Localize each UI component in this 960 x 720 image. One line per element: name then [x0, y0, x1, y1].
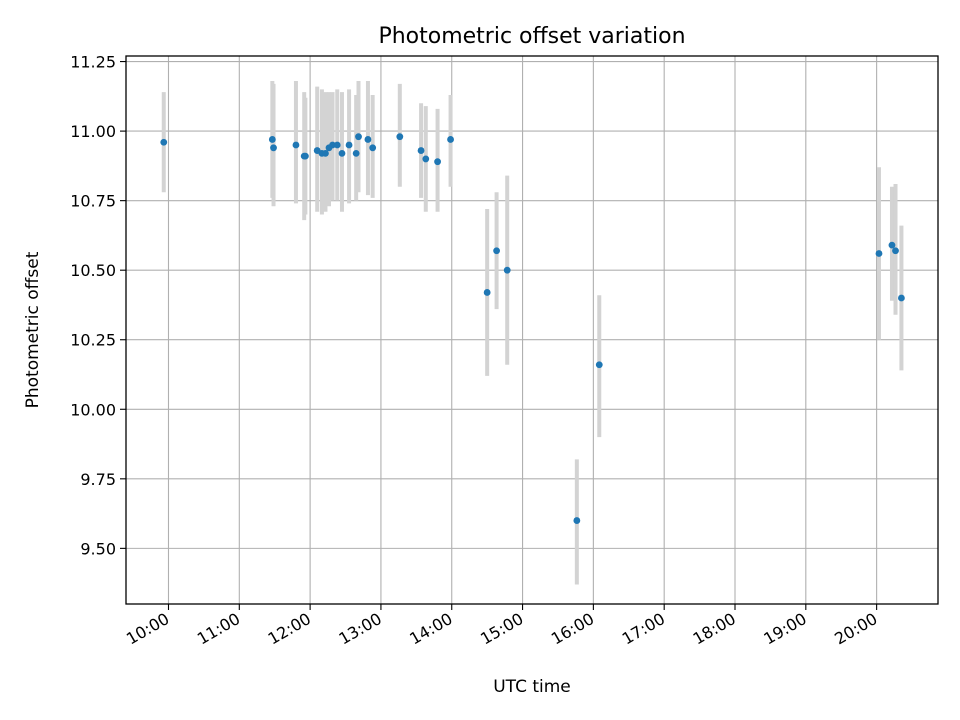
- data-point: [160, 138, 168, 146]
- data-point: [292, 141, 300, 149]
- data-point: [434, 158, 441, 166]
- data-point: [364, 136, 372, 143]
- plot-frame: [125, 55, 939, 605]
- y-tick-label: 10.50: [70, 261, 116, 280]
- x-axis-label: UTC time: [493, 677, 571, 697]
- data-point: [503, 266, 511, 274]
- y-tick-label: 9.75: [80, 470, 116, 489]
- y-axis-label: Photometric offset: [23, 251, 43, 408]
- y-tick-label: 10.75: [70, 192, 116, 211]
- data-point: [573, 517, 581, 524]
- data-point: [483, 289, 491, 296]
- data-point: [875, 250, 883, 257]
- data-point: [892, 247, 899, 255]
- data-point: [493, 247, 500, 255]
- data-point: [345, 141, 353, 149]
- data-point: [270, 144, 277, 152]
- data-point: [422, 155, 430, 163]
- data-point: [888, 241, 896, 249]
- gridlines: [126, 56, 938, 604]
- data-point: [417, 147, 425, 154]
- y-axis-ticks: 9.50 9.75 10.00 10.25 10.50 10.75 11.00 11.25: [70, 53, 126, 558]
- data-point: [322, 149, 329, 157]
- data-point: [595, 361, 603, 369]
- y-tick-label: 10.00: [70, 400, 116, 419]
- data-point: [329, 141, 336, 149]
- data-point: [268, 136, 276, 143]
- data-point: [333, 141, 341, 149]
- y-tick-label: 11.00: [70, 122, 116, 141]
- data-point: [355, 133, 362, 141]
- chart-title: Photometric offset variation: [378, 24, 685, 49]
- data-point: [338, 149, 346, 157]
- y-tick-label: 11.25: [70, 53, 116, 72]
- data-point: [369, 144, 377, 152]
- data-point: [352, 149, 360, 157]
- y-tick-label: 10.25: [70, 331, 116, 350]
- data-point: [396, 133, 404, 141]
- data-point: [447, 136, 454, 143]
- data-points: [160, 133, 905, 524]
- y-tick-label: 9.50: [80, 539, 116, 558]
- data-point: [898, 294, 905, 302]
- data-point: [301, 152, 309, 160]
